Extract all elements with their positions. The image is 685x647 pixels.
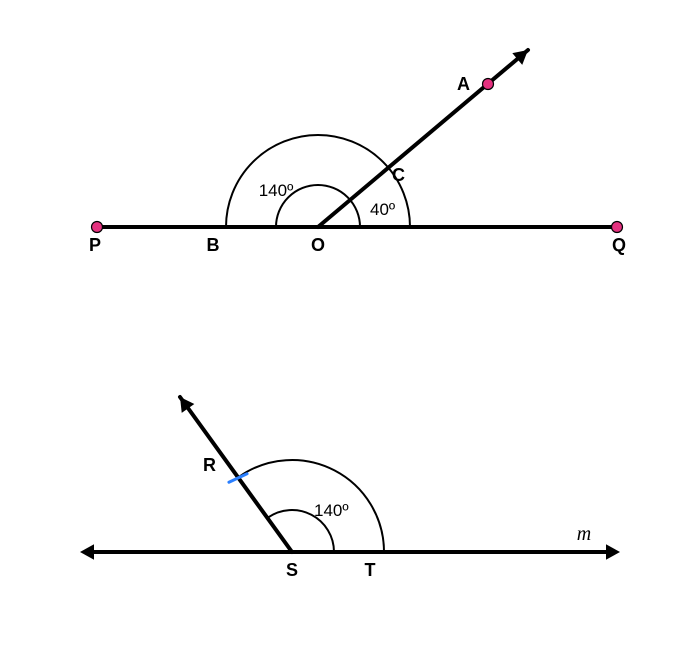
fig1-label-a: A	[457, 74, 470, 94]
fig1-point-q	[612, 222, 623, 233]
fig2-label-t: T	[365, 560, 376, 580]
fig2-label-r: R	[203, 455, 216, 475]
fig1-point-a	[483, 79, 494, 90]
fig1-label-q: Q	[612, 235, 626, 255]
diagram-canvas: P Q B O C A 140º 40º S T R 140º m	[0, 0, 685, 647]
fig2-arrow-left	[80, 544, 94, 559]
fig2-angle-140: 140º	[314, 501, 349, 520]
fig1-label-c: C	[392, 165, 405, 185]
fig2-arrow-right	[606, 544, 620, 559]
fig2-ray-sr	[180, 397, 292, 552]
fig2-label-m: m	[577, 523, 591, 545]
fig1-angle-40: 40º	[370, 200, 395, 219]
fig2-label-s: S	[286, 560, 298, 580]
fig1-label-p: P	[89, 235, 101, 255]
fig1-angle-140: 140º	[259, 181, 294, 200]
fig1-point-p	[92, 222, 103, 233]
fig1-label-o: O	[311, 235, 325, 255]
fig1-label-b: B	[207, 235, 220, 255]
